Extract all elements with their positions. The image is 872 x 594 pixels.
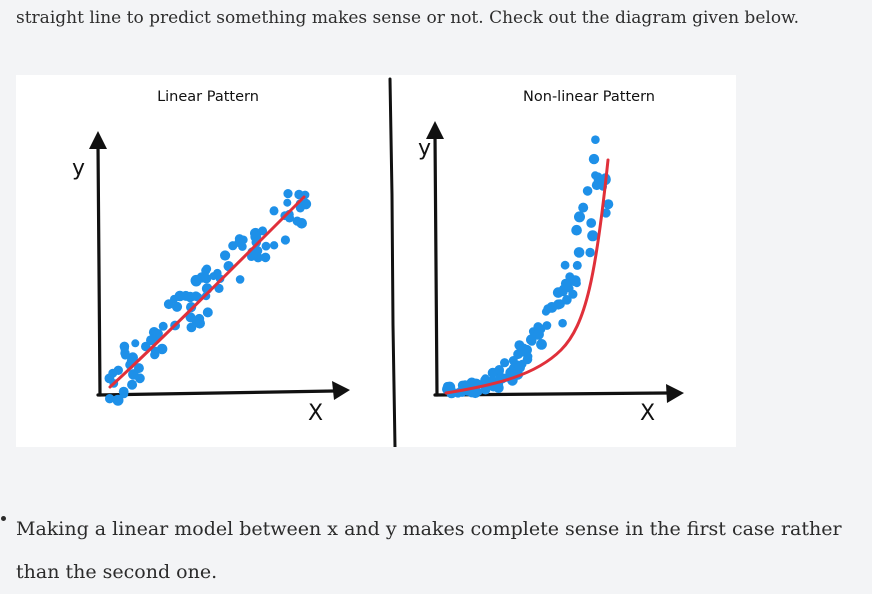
left-scatter-point xyxy=(228,241,238,251)
right-scatter-point xyxy=(542,321,552,330)
right-y-label: y xyxy=(418,136,431,161)
right-scatter-point xyxy=(572,260,582,270)
right-scatter-point xyxy=(508,356,518,365)
left-scatter-point xyxy=(150,350,160,360)
left-scatter-point xyxy=(170,294,179,304)
left-x-label: X xyxy=(308,401,323,426)
right-x-arrow-icon xyxy=(666,384,684,403)
right-scatter-point xyxy=(470,387,481,399)
right-scatter-point xyxy=(552,287,564,298)
right-scatter-point xyxy=(522,354,533,365)
left-scatter-point xyxy=(283,189,293,199)
left-scatter-point xyxy=(251,237,262,248)
pattern-diagram: Linear Pattern y X Non-linear Pattern y … xyxy=(16,75,736,447)
right-scatter-point xyxy=(587,230,599,242)
left-scatter-point xyxy=(135,373,145,384)
right-scatter-point xyxy=(533,329,544,340)
left-scatter-point xyxy=(131,339,140,348)
left-scatter-point xyxy=(127,352,138,363)
left-fit-line xyxy=(108,195,306,389)
right-scatter-point xyxy=(573,247,585,258)
left-x-axis xyxy=(96,389,336,397)
left-scatter-point xyxy=(171,301,183,312)
left-scatter-point xyxy=(201,273,212,284)
left-y-axis xyxy=(96,143,102,397)
right-scatter-point xyxy=(543,304,553,314)
left-scatter-point xyxy=(105,394,115,404)
left-scatter-point xyxy=(127,379,138,390)
right-scatter-point xyxy=(560,260,570,270)
right-scatter-point xyxy=(514,362,525,373)
right-scatter-point xyxy=(569,275,581,287)
right-scatter-point xyxy=(558,318,567,328)
left-scatter-point xyxy=(295,203,305,213)
right-scatter-point xyxy=(571,224,582,236)
left-scatter-point xyxy=(294,189,304,200)
right-scatter-point xyxy=(582,186,593,196)
right-scatter-point xyxy=(562,295,572,305)
left-scatter-point xyxy=(180,290,191,301)
left-scatter-point xyxy=(201,266,211,276)
left-scatter-point xyxy=(214,283,224,293)
left-scatter-point xyxy=(190,274,202,286)
right-scatter-point xyxy=(553,299,564,310)
right-panel-title: Non-linear Pattern xyxy=(523,89,655,105)
right-scatter-point xyxy=(585,247,595,258)
left-scatter-point xyxy=(220,250,231,261)
right-scatter-point xyxy=(568,289,578,299)
left-scatter-point xyxy=(202,307,213,318)
left-scatter-point xyxy=(186,322,197,333)
right-scatter-point xyxy=(603,199,614,210)
left-scatter-point xyxy=(148,334,157,343)
right-scatter-point xyxy=(536,339,547,350)
left-x-arrow-icon xyxy=(332,381,350,400)
left-scatter-point xyxy=(261,241,271,251)
right-scatter-point xyxy=(591,135,600,144)
left-y-arrow-icon xyxy=(89,131,107,149)
left-scatter-point xyxy=(113,365,124,375)
left-scatter-point xyxy=(156,343,168,355)
right-fit-line xyxy=(444,158,610,395)
left-scatter-point xyxy=(121,351,130,360)
left-scatter-point xyxy=(280,235,290,245)
left-scatter-point xyxy=(283,198,292,207)
bullet-paragraph: Making a linear model between x and y ma… xyxy=(16,518,842,583)
left-scatter-points xyxy=(104,189,312,406)
left-scatter-point xyxy=(191,291,201,301)
left-scatter-point xyxy=(269,241,279,250)
panel-divider xyxy=(388,77,397,447)
left-scatter-point xyxy=(260,252,271,263)
right-scatter-point xyxy=(574,211,585,223)
left-panel-title: Linear Pattern xyxy=(157,89,259,105)
left-scatter-point xyxy=(235,275,245,284)
left-scatter-point xyxy=(269,206,279,216)
bullet-icon xyxy=(1,516,6,521)
left-scatter-point xyxy=(292,216,302,226)
left-scatter-point xyxy=(112,394,124,406)
left-scatter-point xyxy=(158,321,168,331)
right-scatter-point xyxy=(514,340,525,351)
right-scatter-points xyxy=(442,135,614,399)
left-scatter-point xyxy=(119,389,129,399)
left-scatter-point xyxy=(209,272,218,281)
intro-paragraph: straight line to predict something makes… xyxy=(16,8,799,28)
left-scatter-point xyxy=(239,235,248,245)
right-scatter-point xyxy=(466,377,477,388)
right-y-axis xyxy=(433,133,439,397)
right-scatter-point xyxy=(586,218,597,228)
right-scatter-point xyxy=(500,358,510,368)
right-scatter-point xyxy=(494,365,504,375)
diagram-svg: Linear Pattern y X Non-linear Pattern y … xyxy=(72,77,684,447)
right-y-arrow-icon xyxy=(426,121,444,139)
right-scatter-point xyxy=(578,202,589,213)
right-scatter-point xyxy=(588,153,600,165)
left-y-label: y xyxy=(72,156,85,181)
right-x-label: X xyxy=(640,401,655,426)
